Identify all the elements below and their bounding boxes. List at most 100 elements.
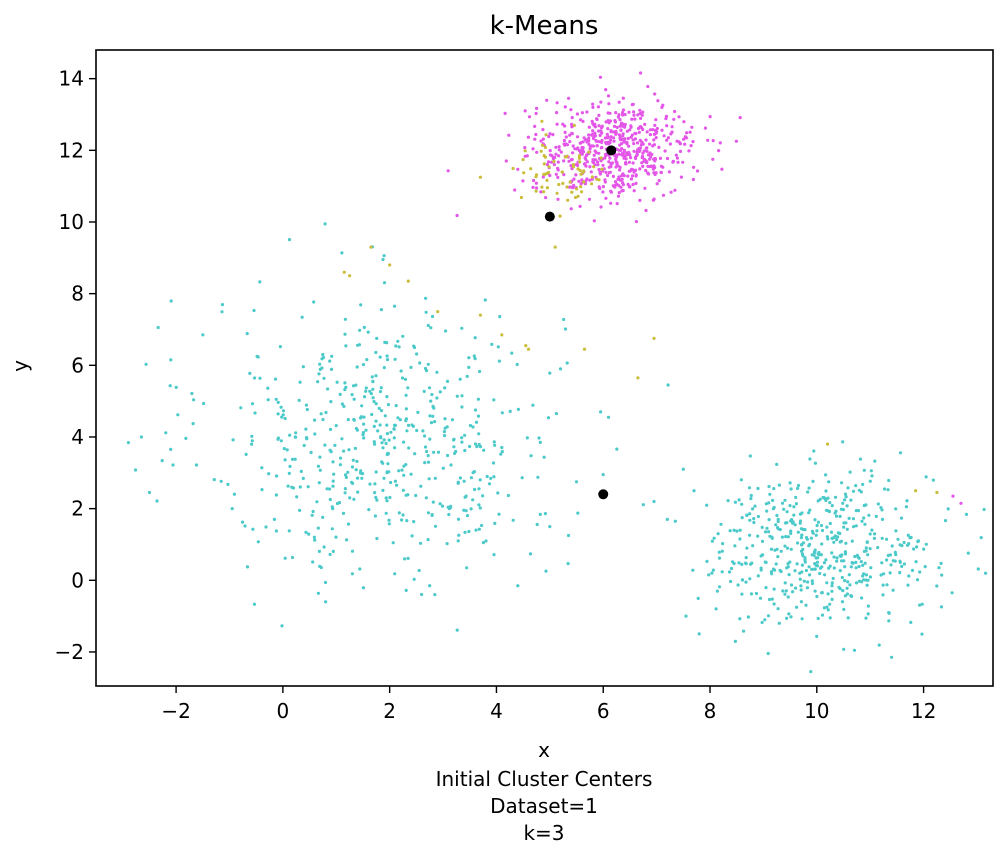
data-point bbox=[637, 130, 641, 134]
data-point bbox=[404, 417, 408, 421]
data-point bbox=[734, 139, 739, 143]
data-point bbox=[808, 457, 812, 461]
data-point bbox=[551, 133, 555, 137]
data-point bbox=[389, 480, 393, 485]
caption-line-1: Initial Cluster Centers bbox=[436, 767, 653, 791]
data-point bbox=[775, 462, 779, 466]
data-point bbox=[460, 440, 464, 444]
data-point bbox=[575, 112, 580, 116]
data-point bbox=[621, 181, 625, 185]
data-point bbox=[845, 504, 849, 508]
data-point bbox=[371, 396, 375, 400]
data-point bbox=[640, 156, 644, 160]
data-point bbox=[313, 538, 317, 542]
data-point bbox=[759, 566, 763, 570]
data-point bbox=[612, 139, 616, 143]
data-point bbox=[350, 549, 355, 553]
data-point bbox=[567, 159, 571, 163]
data-point bbox=[539, 190, 543, 194]
data-point bbox=[760, 539, 765, 544]
data-point bbox=[477, 527, 481, 531]
data-point bbox=[133, 468, 138, 472]
data-point bbox=[578, 204, 582, 208]
data-point bbox=[667, 170, 672, 174]
data-point bbox=[401, 513, 405, 517]
data-point bbox=[406, 423, 411, 427]
data-point bbox=[343, 332, 347, 336]
data-point bbox=[379, 308, 383, 312]
data-point bbox=[554, 172, 558, 176]
data-point bbox=[252, 602, 256, 606]
data-point bbox=[776, 555, 780, 559]
data-point bbox=[253, 411, 257, 415]
data-point bbox=[578, 160, 582, 164]
x-tick-label: 4 bbox=[490, 699, 503, 723]
data-point bbox=[668, 142, 673, 146]
data-point bbox=[799, 584, 803, 588]
data-point bbox=[768, 492, 772, 496]
data-point bbox=[648, 128, 652, 132]
data-point bbox=[545, 178, 549, 182]
data-point bbox=[771, 498, 775, 502]
data-point bbox=[612, 136, 616, 140]
data-point bbox=[885, 583, 889, 587]
data-point bbox=[576, 194, 580, 198]
data-point bbox=[360, 404, 364, 408]
data-point bbox=[807, 486, 811, 490]
data-point bbox=[406, 279, 410, 283]
data-point bbox=[780, 501, 785, 505]
data-point bbox=[338, 456, 343, 460]
data-point bbox=[542, 190, 546, 194]
data-point bbox=[369, 392, 373, 396]
data-point bbox=[849, 498, 853, 502]
data-point bbox=[644, 138, 648, 142]
data-point bbox=[401, 488, 405, 492]
data-point bbox=[405, 519, 409, 523]
data-point bbox=[666, 383, 670, 387]
data-point bbox=[201, 333, 205, 337]
data-point bbox=[359, 415, 363, 419]
data-point bbox=[691, 177, 696, 182]
data-point bbox=[574, 480, 579, 484]
data-point bbox=[324, 600, 328, 604]
data-point bbox=[194, 463, 199, 467]
data-point bbox=[774, 523, 778, 527]
data-point bbox=[740, 516, 744, 520]
data-point bbox=[880, 517, 885, 522]
data-point bbox=[630, 117, 634, 121]
data-point bbox=[951, 494, 955, 498]
data-point bbox=[556, 160, 560, 164]
data-point bbox=[916, 539, 921, 543]
data-point bbox=[891, 588, 895, 592]
data-point bbox=[638, 108, 642, 112]
data-point bbox=[593, 149, 597, 153]
data-point bbox=[802, 579, 806, 583]
data-point bbox=[598, 75, 603, 79]
data-point bbox=[478, 445, 483, 449]
data-point bbox=[250, 442, 254, 446]
data-point bbox=[789, 615, 793, 619]
x-tick-label: 8 bbox=[704, 699, 717, 723]
data-point bbox=[361, 586, 365, 590]
data-point bbox=[353, 446, 357, 450]
data-point bbox=[793, 523, 797, 527]
data-point bbox=[321, 417, 325, 422]
data-point bbox=[783, 544, 787, 548]
data-point bbox=[409, 365, 413, 369]
data-point bbox=[629, 156, 633, 160]
data-point bbox=[720, 167, 724, 171]
data-point bbox=[400, 518, 404, 522]
data-point bbox=[280, 624, 284, 628]
data-point bbox=[922, 547, 926, 551]
data-point bbox=[566, 562, 570, 566]
data-point bbox=[531, 147, 535, 151]
data-point bbox=[552, 163, 557, 167]
data-point bbox=[569, 207, 573, 211]
data-point bbox=[692, 489, 696, 493]
data-point bbox=[329, 367, 334, 371]
data-point bbox=[402, 464, 406, 468]
data-point bbox=[833, 534, 837, 538]
data-point bbox=[174, 385, 178, 389]
data-point bbox=[754, 591, 759, 596]
data-point bbox=[760, 525, 764, 530]
